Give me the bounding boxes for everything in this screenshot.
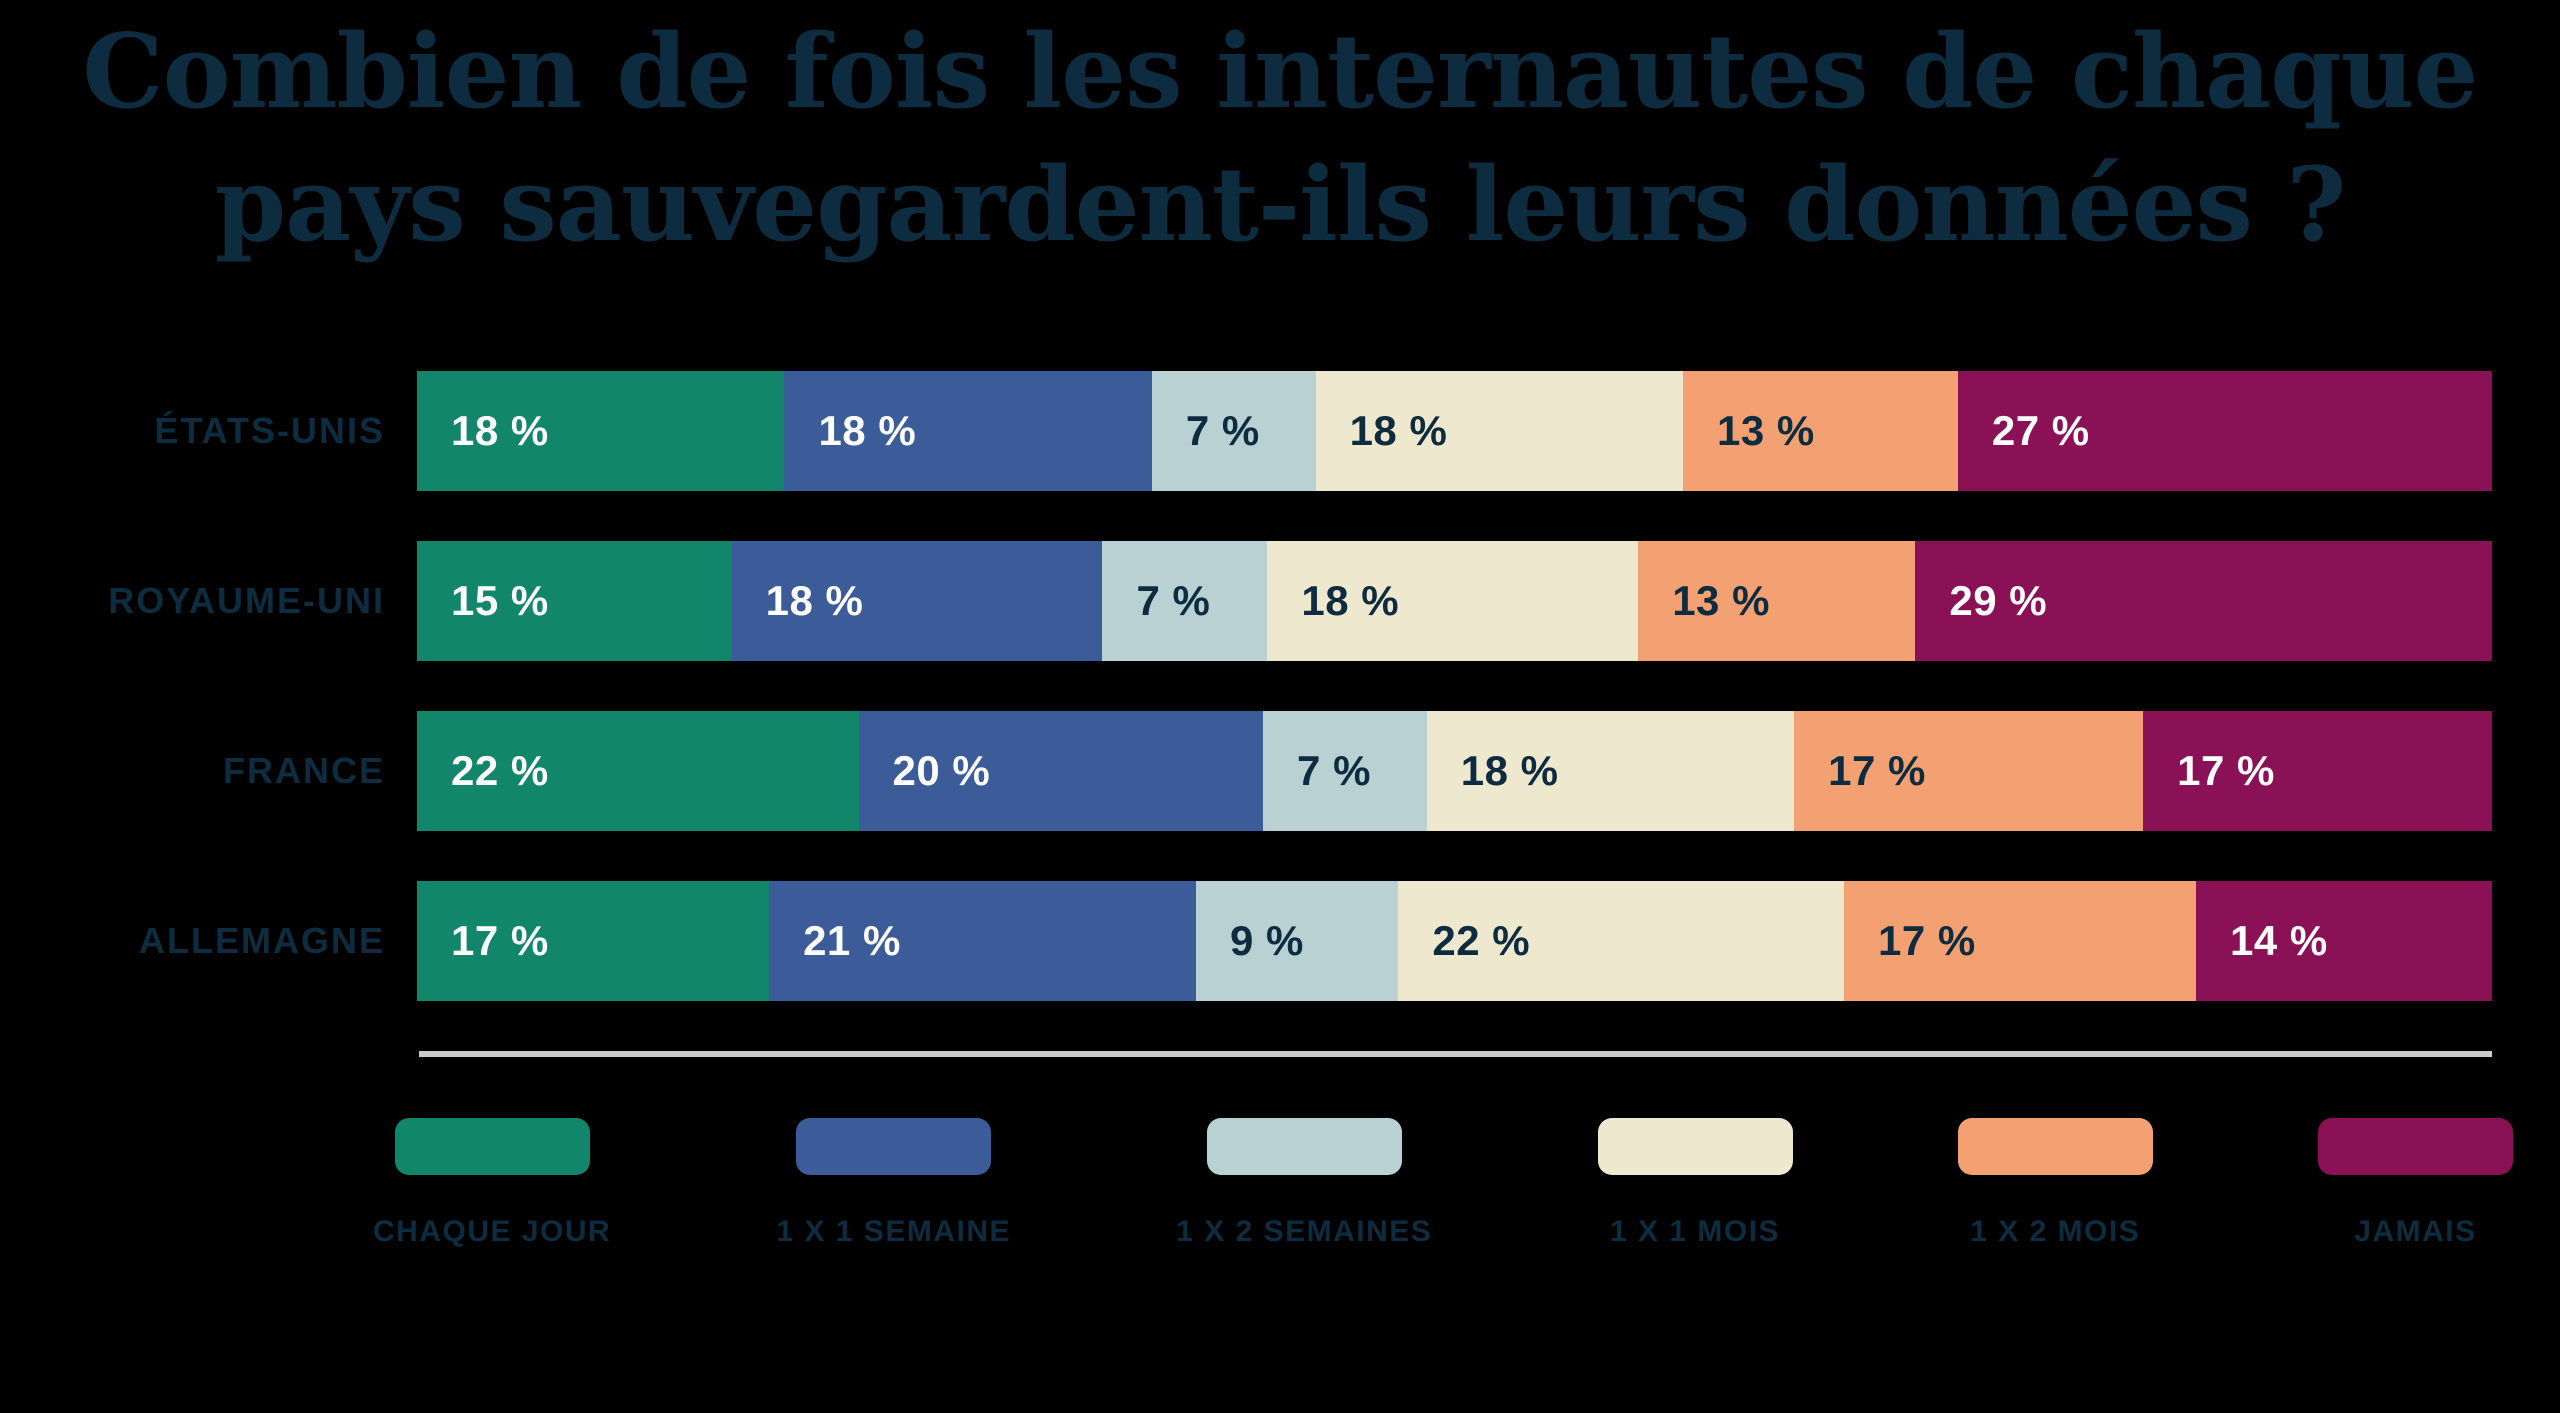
bar-segment: 7 % — [1151, 371, 1316, 492]
bar-segment: 18 % — [1426, 711, 1795, 832]
segment-value-label: 27 % — [1991, 407, 2090, 455]
legend-item: CHAQUE JOUR — [373, 1118, 611, 1249]
legend-divider — [419, 1051, 2492, 1058]
bar-segment: 22 % — [1398, 881, 1844, 1002]
legend-label: 1 X 1 SEMAINE — [776, 1215, 1011, 1249]
chart-row: ÉTATS-UNIS 18 % 18 % 7 % 18 % 13 % 27 % — [0, 371, 2560, 492]
segment-value-label: 13 % — [1672, 577, 1770, 625]
legend-swatch — [796, 1118, 992, 1176]
bar-segment: 14 % — [2196, 881, 2492, 1002]
legend-item: 1 X 2 SEMAINES — [1176, 1118, 1432, 1249]
legend-label: 1 X 1 MOIS — [1609, 1215, 1781, 1249]
bar-segment: 18 % — [417, 371, 785, 492]
bar-segment: 21 % — [769, 881, 1196, 1002]
bar-segment: 27 % — [1957, 371, 2493, 492]
bar-segment: 17 % — [1843, 881, 2197, 1002]
segment-value-label: 22 % — [451, 747, 549, 795]
chart-title: Combien de fois les internautes de chaqu… — [0, 0, 2560, 271]
segment-value-label: 18 % — [818, 407, 917, 455]
stacked-bar-chart: ÉTATS-UNIS 18 % 18 % 7 % 18 % 13 % 27 % ROYAUME… — [0, 371, 2560, 1002]
legend-label: CHAQUE JOUR — [373, 1215, 612, 1249]
bar-segment: 17 % — [417, 881, 770, 1002]
country-label: ROYAUME-UNI — [108, 580, 385, 622]
country-label: FRANCE — [223, 750, 385, 792]
legend-item: 1 X 1 MOIS — [1597, 1118, 1793, 1249]
legend-swatch — [2317, 1118, 2513, 1176]
country-label: ÉTATS-UNIS — [154, 410, 385, 452]
legend-swatch — [1957, 1118, 2153, 1176]
bar-segment: 20 % — [858, 711, 1264, 832]
segment-value-label: 20 % — [892, 747, 991, 795]
legend-label: JAMAIS — [2354, 1215, 2477, 1249]
segment-value-label: 14 % — [2230, 917, 2328, 965]
legend-item: 1 X 2 MOIS — [1957, 1118, 2153, 1249]
stacked-bar: 22 % 20 % 7 % 18 % 17 % 17 % — [417, 711, 2493, 832]
bar-segment: 9 % — [1195, 881, 1399, 1002]
chart-row: FRANCE 22 % 20 % 7 % 18 % 17 % 17 % — [0, 711, 2560, 832]
segment-value-label: 17 % — [451, 917, 549, 965]
legend-item: 1 X 1 SEMAINE — [776, 1118, 1011, 1249]
segment-value-label: 21 % — [803, 917, 901, 965]
chart-row: ALLEMAGNE 17 % 21 % 9 % 22 % 17 % 14 % — [0, 881, 2560, 1002]
segment-value-label: 22 % — [1432, 917, 1531, 965]
segment-value-label: 13 % — [1717, 407, 1815, 455]
segment-value-label: 17 % — [2177, 747, 2275, 795]
bar-segment: 17 % — [1794, 711, 2144, 832]
bar-segment: 18 % — [1315, 371, 1684, 492]
chart-title-line1: Combien de fois les internautes de chaqu… — [82, 12, 2478, 132]
segment-value-label: 18 % — [451, 407, 549, 455]
legend-label: 1 X 2 SEMAINES — [1176, 1215, 1433, 1249]
bar-segment: 13 % — [1683, 371, 1958, 492]
segment-value-label: 7 % — [1185, 407, 1260, 455]
segment-value-label: 17 % — [1828, 747, 1926, 795]
segment-value-label: 17 % — [1877, 917, 1976, 965]
legend-swatch — [394, 1118, 590, 1176]
stacked-bar: 18 % 18 % 7 % 18 % 13 % 27 % — [417, 371, 2493, 492]
segment-value-label: 18 % — [765, 577, 864, 625]
segment-value-label: 7 % — [1297, 747, 1371, 795]
chart-title-line2: pays sauvegardent-ils leurs données ? — [214, 144, 2347, 265]
country-label: ALLEMAGNE — [139, 920, 385, 962]
bar-segment: 22 % — [417, 711, 859, 832]
chart-legend: CHAQUE JOUR 1 X 1 SEMAINE 1 X 2 SEMAINES 1 … — [373, 1118, 2513, 1249]
bar-segment: 17 % — [2143, 711, 2493, 832]
segment-value-label: 15 % — [451, 577, 549, 625]
bar-segment: 18 % — [731, 541, 1103, 662]
legend-item: JAMAIS — [2317, 1118, 2513, 1249]
bar-segment: 15 % — [417, 541, 732, 662]
segment-value-label: 7 % — [1136, 577, 1211, 625]
legend-swatch — [1206, 1118, 1402, 1176]
bar-segment: 7 % — [1263, 711, 1427, 832]
chart-row: ROYAUME-UNI 15 % 18 % 7 % 18 % 13 % 29 % — [0, 541, 2560, 662]
stacked-bar: 17 % 21 % 9 % 22 % 17 % 14 % — [417, 881, 2492, 1002]
legend-swatch — [1597, 1118, 1793, 1176]
stacked-bar: 15 % 18 % 7 % 18 % 13 % 29 % — [417, 541, 2493, 662]
segment-value-label: 29 % — [1949, 577, 2048, 625]
legend-label: 1 X 2 MOIS — [1970, 1215, 2141, 1249]
bar-segment: 29 % — [1915, 541, 2493, 662]
segment-value-label: 18 % — [1460, 747, 1559, 795]
bar-segment: 18 % — [1267, 541, 1639, 662]
segment-value-label: 18 % — [1349, 407, 1448, 455]
segment-value-label: 9 % — [1229, 917, 1304, 965]
bar-segment: 7 % — [1102, 541, 1268, 662]
bar-segment: 18 % — [784, 371, 1152, 492]
bar-segment: 13 % — [1638, 541, 1916, 662]
segment-value-label: 18 % — [1301, 577, 1400, 625]
